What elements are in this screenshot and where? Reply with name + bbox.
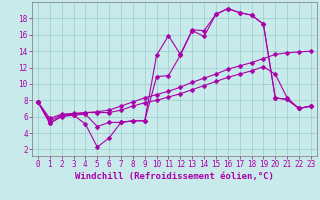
X-axis label: Windchill (Refroidissement éolien,°C): Windchill (Refroidissement éolien,°C) <box>75 172 274 181</box>
